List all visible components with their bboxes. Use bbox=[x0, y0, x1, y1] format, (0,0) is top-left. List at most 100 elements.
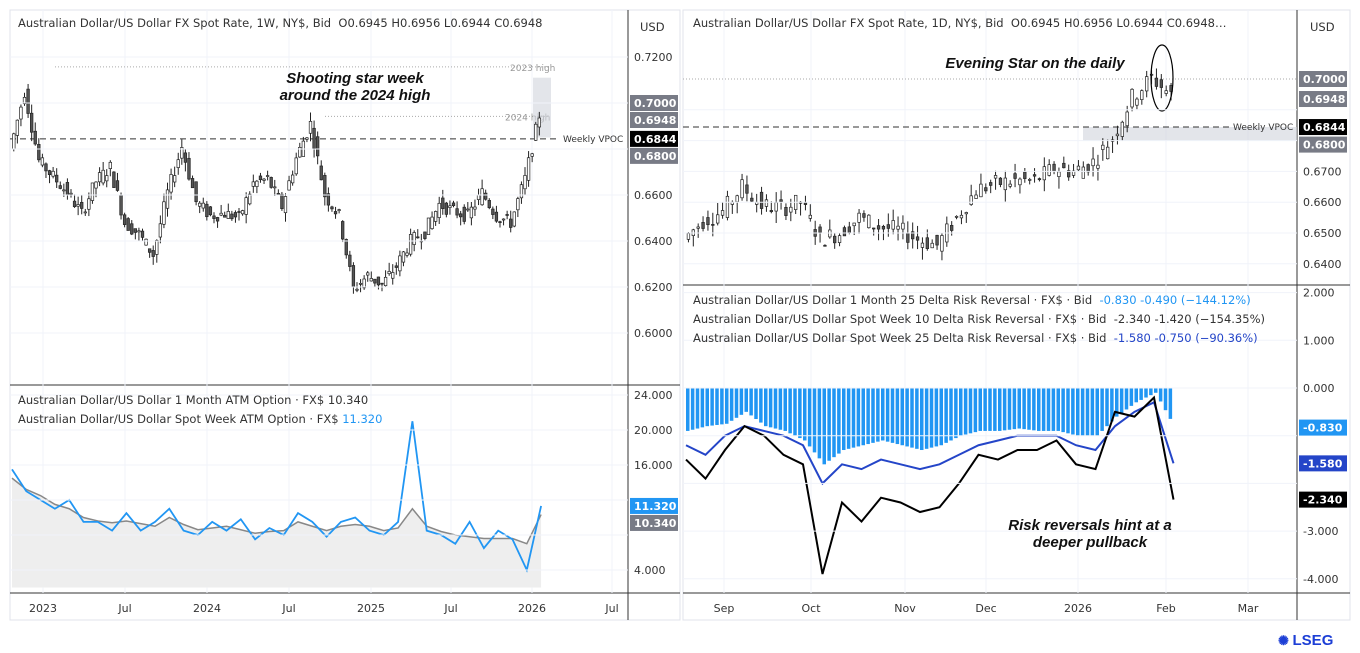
price-tag: 0.6800 bbox=[634, 150, 677, 163]
daily-candle bbox=[750, 197, 754, 202]
daily-candle bbox=[852, 222, 856, 227]
daily-candle bbox=[1018, 178, 1022, 186]
daily-candle bbox=[998, 177, 1003, 185]
daily-candle bbox=[701, 222, 705, 229]
weekly-candle bbox=[215, 217, 220, 222]
weekly-candle bbox=[534, 123, 538, 141]
legend-text: Australian Dollar/US Dollar 1 Month ATM … bbox=[18, 393, 325, 407]
weekly-candle bbox=[405, 252, 409, 256]
weekly-candle bbox=[537, 117, 541, 128]
weekly-candle bbox=[333, 211, 338, 215]
rr-1m-bar bbox=[1002, 388, 1007, 431]
rr-1m-bar bbox=[895, 388, 900, 445]
price-tag: 0.7000 bbox=[1303, 73, 1346, 86]
weekly-candle bbox=[94, 181, 98, 189]
atm-1m-area bbox=[12, 478, 542, 588]
rr-1m-bar bbox=[842, 388, 846, 451]
rr-1m-bar bbox=[807, 388, 812, 447]
weekly-candle bbox=[130, 223, 134, 235]
daily-candle bbox=[837, 235, 842, 243]
rr-1m-bar bbox=[988, 388, 992, 431]
daily-candle bbox=[950, 225, 954, 231]
x-tick-label: Dec bbox=[975, 602, 996, 615]
weekly-candle bbox=[476, 194, 481, 200]
daily-candle bbox=[1032, 174, 1037, 177]
weekly-candle bbox=[498, 221, 502, 223]
rr-1m-bar bbox=[734, 388, 739, 418]
rr-1m-bar bbox=[890, 388, 895, 443]
weekly-ohlc: O0.6945 H0.6956 L0.6944 C0.6948 bbox=[338, 16, 543, 30]
rr-1m-bar bbox=[759, 388, 763, 423]
weekly-candle bbox=[319, 165, 323, 181]
weekly-candle bbox=[444, 202, 449, 215]
legend-value: -0.830 -0.490 (−144.12%) bbox=[1099, 293, 1251, 307]
x-tick-label: 2024 bbox=[193, 602, 221, 615]
daily-candle bbox=[940, 235, 944, 252]
y-tick-label: 0.000 bbox=[1303, 382, 1335, 395]
weekly-candle bbox=[351, 265, 356, 288]
daily-candle bbox=[808, 214, 812, 219]
weekly-candle bbox=[416, 236, 420, 239]
weekly-candle bbox=[316, 136, 320, 157]
weekly-candle bbox=[162, 201, 166, 225]
daily-candle bbox=[1047, 164, 1051, 176]
rr-1m-bar bbox=[1056, 388, 1060, 431]
weekly-candle bbox=[369, 278, 373, 282]
price-tag: 0.7000 bbox=[634, 97, 677, 110]
daily-candle bbox=[842, 227, 847, 237]
weekly-candle bbox=[244, 197, 248, 215]
weekly-candle bbox=[401, 251, 406, 263]
weekly-candle bbox=[115, 180, 120, 191]
rr-1m-bar bbox=[924, 388, 929, 449]
level-label: 2024 high bbox=[505, 113, 550, 123]
weekly-candle bbox=[451, 202, 456, 207]
y-tick-label: 4.000 bbox=[634, 564, 666, 577]
left-panel-frame bbox=[9, 9, 681, 621]
y-tick-label: 0.7200 bbox=[634, 51, 673, 64]
price-tag: -0.830 bbox=[1303, 422, 1343, 435]
daily-candle bbox=[872, 227, 876, 230]
rr-1m-bar bbox=[1168, 388, 1173, 419]
y-tick-label: 0.6600 bbox=[1303, 196, 1342, 209]
weekly-candle bbox=[491, 208, 495, 215]
weekly-candle bbox=[394, 265, 398, 268]
rr-legend-2: Australian Dollar/US Dollar Spot Week 10… bbox=[693, 312, 1265, 326]
weekly-candle bbox=[230, 213, 234, 220]
weekly-candle bbox=[469, 206, 474, 219]
rr-1m-bar bbox=[959, 388, 963, 436]
daily-candle bbox=[1159, 79, 1163, 88]
weekly-candle bbox=[119, 194, 123, 216]
weekly-candle bbox=[473, 206, 477, 210]
rr-1m-bar bbox=[929, 388, 934, 448]
weekly-candle bbox=[290, 174, 295, 184]
weekly-candle bbox=[208, 206, 213, 216]
rr-1m-bar bbox=[832, 388, 836, 458]
daily-candle bbox=[1101, 144, 1105, 150]
rr-1m-bar bbox=[1041, 388, 1046, 431]
rr-1m-bar bbox=[1100, 388, 1104, 431]
weekly-candle bbox=[223, 214, 227, 218]
daily-candle bbox=[974, 194, 978, 199]
daily-ohlc: O0.6945 H0.6956 L0.6944 C0.6948… bbox=[1010, 16, 1227, 30]
weekly-candle bbox=[240, 210, 245, 215]
rr-1m-bar bbox=[939, 388, 943, 446]
rr-1m-bar bbox=[876, 388, 880, 442]
price-tag-bg bbox=[1299, 419, 1347, 436]
rr-1m-bar bbox=[885, 388, 890, 442]
rr-1m-bar bbox=[1061, 388, 1065, 433]
daily-candle bbox=[886, 224, 890, 229]
weekly-candle bbox=[194, 181, 198, 203]
x-tick-label: Jul bbox=[443, 602, 457, 615]
weekly-candle bbox=[462, 206, 466, 222]
right-panel-frame bbox=[682, 9, 1351, 621]
weekly-candle bbox=[169, 174, 173, 193]
weekly-candle bbox=[140, 230, 145, 238]
rr-1m-bar bbox=[1080, 388, 1085, 436]
weekly-candle bbox=[201, 202, 205, 209]
weekly-candle bbox=[294, 157, 298, 175]
daily-candle bbox=[784, 207, 788, 216]
rr-1m-bar bbox=[1149, 388, 1153, 396]
x-tick-label: Sep bbox=[714, 602, 735, 615]
daily-candle bbox=[1003, 177, 1007, 191]
